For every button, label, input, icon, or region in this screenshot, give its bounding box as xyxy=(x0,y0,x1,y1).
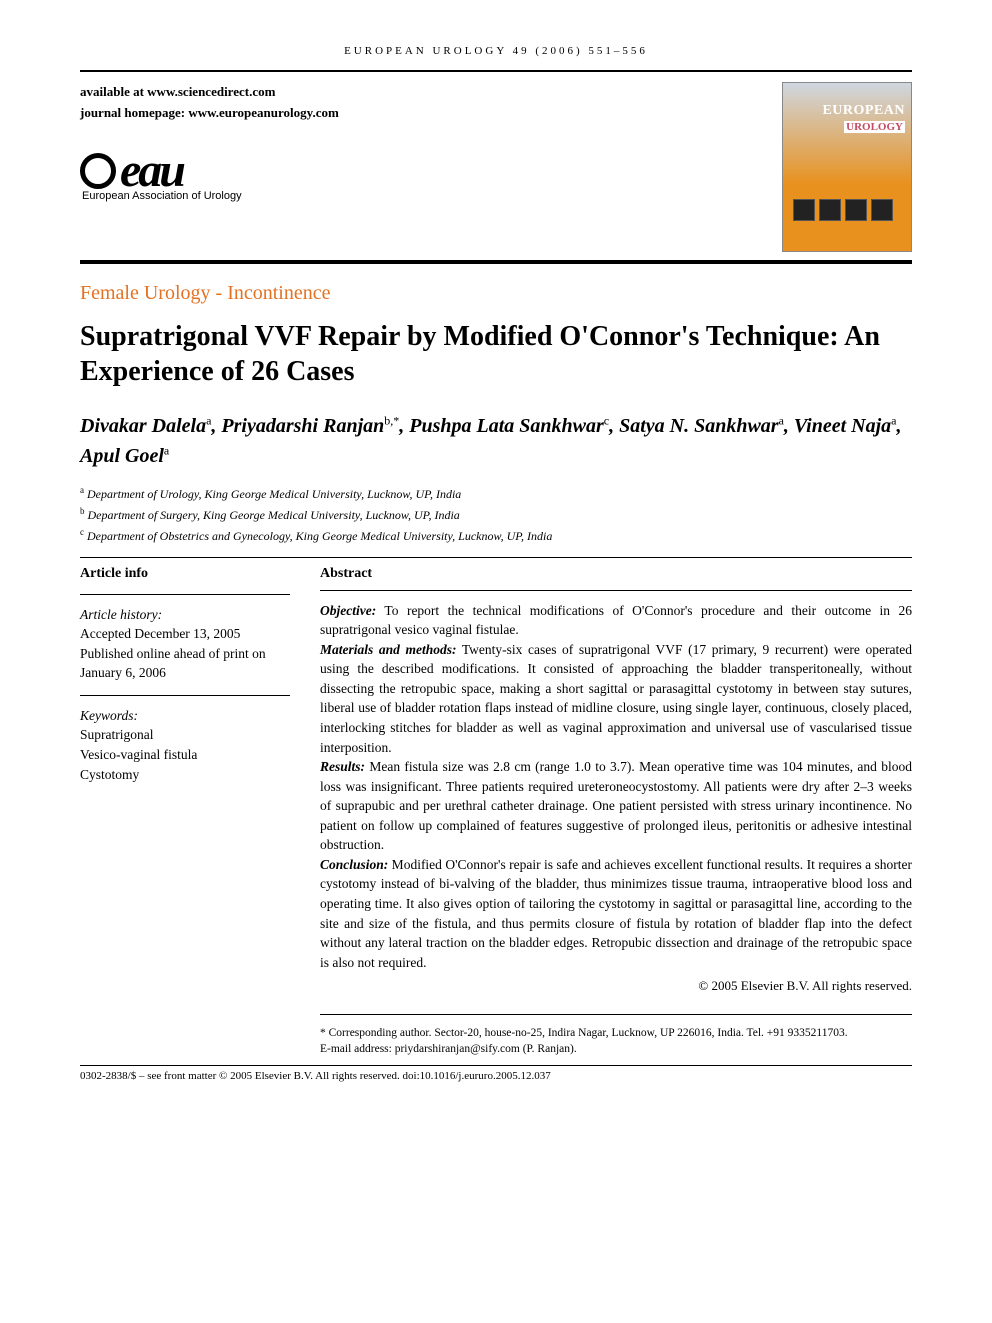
eau-brand: eau xyxy=(120,152,183,190)
affiliations: a Department of Urology, King George Med… xyxy=(80,483,912,547)
affiliation: a Department of Urology, King George Med… xyxy=(80,483,912,504)
thumb-icon xyxy=(819,199,841,221)
abstract-body: Objective: To report the technical modif… xyxy=(320,601,912,973)
copyright-line: © 2005 Elsevier B.V. All rights reserved… xyxy=(320,978,912,994)
results-text: Mean fistula size was 2.8 cm (range 1.0 … xyxy=(320,759,912,852)
info-rule xyxy=(80,695,290,696)
article-info-column: Article info Article history: Accepted D… xyxy=(80,566,320,1058)
objective-text: To report the technical modifications of… xyxy=(320,603,912,638)
affiliation: b Department of Surgery, King George Med… xyxy=(80,504,912,525)
objective-label: Objective: xyxy=(320,603,376,618)
rule-after-affil xyxy=(80,557,912,558)
thumb-title: EUROPEAN xyxy=(822,103,905,119)
history-label: Article history: xyxy=(80,605,292,625)
keyword: Cystotomy xyxy=(80,765,292,785)
methods-text: Twenty-six cases of supratrigonal VVF (1… xyxy=(320,642,912,755)
article-history: Article history: Accepted December 13, 2… xyxy=(80,605,292,683)
rule-top xyxy=(80,70,912,72)
article-title: Supratrigonal VVF Repair by Modified O'C… xyxy=(80,319,912,389)
footer-line: 0302-2838/$ – see front matter © 2005 El… xyxy=(80,1065,912,1082)
methods-label: Materials and methods: xyxy=(320,642,456,657)
abstract-head: Abstract xyxy=(320,566,912,582)
eau-logo-block: eau European Association of Urology xyxy=(80,152,339,202)
info-rule xyxy=(80,594,290,595)
thumb-icon xyxy=(845,199,867,221)
author-list: Divakar Dalelaa, Priyadarshi Ranjanb,*, … xyxy=(80,411,912,471)
history-online: Published online ahead of print on Janua… xyxy=(80,644,292,683)
results-label: Results: xyxy=(320,759,365,774)
running-head: EUROPEAN UROLOGY 49 (2006) 551–556 xyxy=(80,45,912,57)
history-accepted: Accepted December 13, 2005 xyxy=(80,624,292,644)
corresponding-author: * Corresponding author. Sector-20, house… xyxy=(320,1025,912,1057)
corr-line1: Corresponding author. Sector-20, house-n… xyxy=(326,1027,848,1039)
article-info-head: Article info xyxy=(80,566,292,582)
abstract-column: Abstract Objective: To report the techni… xyxy=(320,566,912,1058)
keywords-label: Keywords: xyxy=(80,706,292,726)
journal-cover-thumbnail: EUROPEAN UROLOGY xyxy=(782,82,912,252)
eau-full-name: European Association of Urology xyxy=(82,190,339,202)
journal-homepage: journal homepage: www.europeanurology.co… xyxy=(80,103,339,124)
corr-rule-top xyxy=(320,1014,912,1015)
section-label: Female Urology - Incontinence xyxy=(80,282,912,305)
thumb-subtitle: UROLOGY xyxy=(844,121,905,133)
thumb-icon xyxy=(793,199,815,221)
keyword: Supratrigonal xyxy=(80,725,292,745)
two-column-layout: Article info Article history: Accepted D… xyxy=(80,566,912,1058)
rule-heavy xyxy=(80,260,912,264)
keyword: Vesico-vaginal fistula xyxy=(80,745,292,765)
abstract-rule xyxy=(320,590,912,591)
thumb-icon xyxy=(871,199,893,221)
corr-line2: E-mail address: priydarshiranjan@sify.co… xyxy=(320,1043,577,1055)
available-at: available at www.sciencedirect.com xyxy=(80,82,339,103)
conclusion-text: Modified O'Connor's repair is safe and a… xyxy=(320,857,912,970)
affiliation: c Department of Obstetrics and Gynecolog… xyxy=(80,525,912,546)
eau-ring-icon xyxy=(80,153,116,189)
top-meta-row: available at www.sciencedirect.com journ… xyxy=(80,82,912,252)
keywords-block: Keywords: SupratrigonalVesico-vaginal fi… xyxy=(80,706,292,784)
conclusion-label: Conclusion: xyxy=(320,857,388,872)
